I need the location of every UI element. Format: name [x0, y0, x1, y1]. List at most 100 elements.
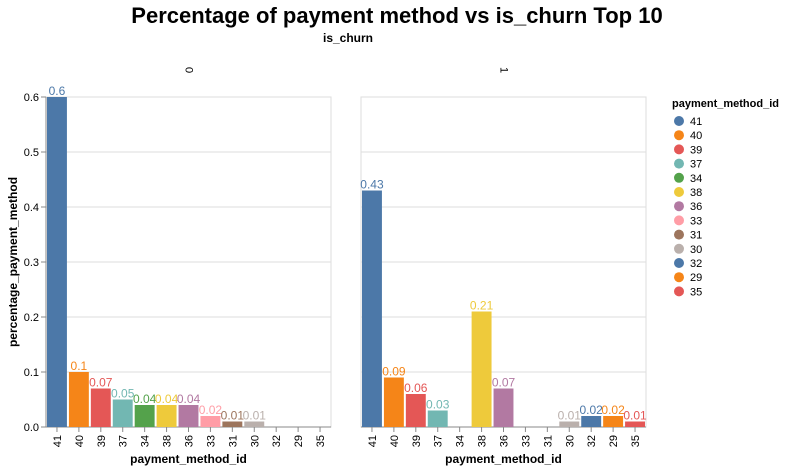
- x-tick-label: 31: [542, 435, 554, 447]
- bar-0-30: [244, 421, 265, 427]
- x-tick-label: 40: [74, 435, 86, 447]
- x-tick-label: 38: [162, 435, 174, 447]
- bar-0-39: [90, 388, 111, 427]
- legend-label: 32: [690, 258, 702, 270]
- x-tick-label: 36: [499, 435, 511, 447]
- bar-0-34: [134, 405, 155, 427]
- x-tick-label: 29: [293, 435, 305, 447]
- bar-0-31: [222, 421, 243, 427]
- facet-1: 1 41 40 39 37 34 38 36 33 31 30 32 29 35 payment_metho…: [360, 67, 647, 466]
- legend-label: 40: [690, 130, 702, 142]
- bar-label: 0.06: [404, 381, 428, 395]
- legend-label: 33: [690, 215, 702, 227]
- legend-label: 35: [690, 286, 702, 298]
- bar-0-38: [156, 405, 177, 427]
- x-tick-label: 34: [455, 435, 467, 447]
- x-tick-label: 35: [630, 435, 642, 447]
- bar-label: 0.6: [49, 84, 66, 98]
- bar-1-40: [383, 377, 404, 427]
- bar-label: 0.02: [601, 403, 625, 417]
- y-tick-label: 0.5: [24, 147, 39, 159]
- x-tick-label: 29: [608, 435, 620, 447]
- y-axis-title: percentage_payment_method: [6, 177, 20, 347]
- legend-swatch: [674, 158, 684, 169]
- facets: 0 0.0 0.1 0.2 0.3 0.4 0.5 0.6 percentage_payment…: [6, 67, 647, 466]
- bar-1-38: [471, 311, 492, 427]
- x-tick-label: 40: [389, 435, 401, 447]
- legend-label: 39: [690, 144, 702, 156]
- x-tick-label: 38: [477, 435, 489, 447]
- bar-0-41: [47, 97, 67, 427]
- bar-label: 0.21: [470, 299, 494, 313]
- bar-1-36: [493, 388, 514, 427]
- y-tick-label: 0.3: [24, 257, 39, 269]
- legend-title: payment_method_id: [672, 98, 779, 110]
- legend-swatch: [674, 187, 684, 197]
- legend-label: 29: [690, 272, 702, 284]
- x-tick-label: 30: [564, 435, 576, 447]
- legend-swatch: [674, 172, 684, 183]
- bar-label: 0.1: [71, 359, 88, 373]
- x-tick-label: 34: [140, 435, 152, 447]
- bar-label: 0.01: [558, 409, 582, 423]
- bar-label: 0.01: [243, 409, 267, 423]
- bar-label: 0.04: [155, 392, 179, 406]
- facet-header: 1: [498, 67, 510, 73]
- bar-label: 0.04: [177, 392, 201, 406]
- legend-swatch: [674, 243, 684, 254]
- x-tick-label: 32: [271, 435, 283, 447]
- y-tick-label: 0.4: [24, 202, 39, 214]
- bar-label: 0.02: [199, 403, 223, 417]
- legend-swatch: [674, 215, 684, 226]
- bar-1-35: [625, 421, 645, 427]
- legend-label: 31: [690, 230, 702, 242]
- bar-1-29: [603, 416, 624, 427]
- x-tick-label: 30: [249, 435, 261, 447]
- y-tick-label: 0.6: [24, 92, 39, 104]
- x-tick-label: 41: [367, 435, 379, 447]
- bar-1-37: [427, 410, 448, 427]
- bar-label: 0.43: [360, 178, 384, 192]
- bar-label: 0.02: [580, 403, 604, 417]
- legend-swatch: [674, 116, 684, 126]
- bar-1-39: [405, 394, 426, 427]
- x-tick-label: 37: [433, 435, 445, 447]
- legend-swatch: [674, 258, 684, 268]
- facet-title: is_churn: [323, 31, 373, 45]
- legend-label: 36: [690, 201, 702, 213]
- x-tick-label: 35: [315, 435, 327, 447]
- legend-swatch: [674, 130, 684, 141]
- x-tick-label: 39: [96, 435, 108, 447]
- bar-0-37: [112, 399, 133, 427]
- x-tick-label: 37: [118, 435, 130, 447]
- legend-swatch: [674, 229, 684, 240]
- x-tick-label: 33: [205, 435, 217, 447]
- legend-swatch: [674, 286, 684, 297]
- x-axis-title: payment_method_id: [445, 452, 562, 466]
- bar-1-41: [362, 190, 382, 427]
- x-tick-label: 41: [52, 435, 64, 447]
- bar-1-30: [559, 421, 580, 427]
- bar-1-32: [581, 416, 602, 427]
- y-tick-label: 0.1: [24, 367, 39, 379]
- bar-0-36: [178, 405, 199, 427]
- x-axis-title: payment_method_id: [130, 452, 247, 466]
- legend-label: 37: [690, 159, 702, 171]
- x-tick-label: 33: [520, 435, 532, 447]
- chart-title: Percentage of payment method vs is_churn…: [131, 3, 662, 28]
- legend-label: 41: [690, 116, 702, 128]
- bar-label: 0.01: [623, 409, 647, 423]
- y-tick-label: 0.2: [24, 312, 39, 324]
- bar-label: 0.04: [133, 392, 157, 406]
- legend-swatch: [674, 201, 684, 212]
- bar-label: 0.09: [382, 365, 406, 379]
- bar-label: 0.07: [492, 376, 516, 390]
- legend: payment_method_id 41 40 39 37 34 38 36 33 31 30 32 2…: [672, 98, 779, 298]
- facet-0: 0 0.0 0.1 0.2 0.3 0.4 0.5 0.6 percentage_payment…: [6, 67, 332, 466]
- x-tick-label: 36: [184, 435, 196, 447]
- facet-header: 0: [183, 67, 195, 73]
- bar-label: 0.07: [89, 376, 113, 390]
- bar-0-40: [68, 372, 89, 427]
- bar-label: 0.05: [111, 387, 135, 401]
